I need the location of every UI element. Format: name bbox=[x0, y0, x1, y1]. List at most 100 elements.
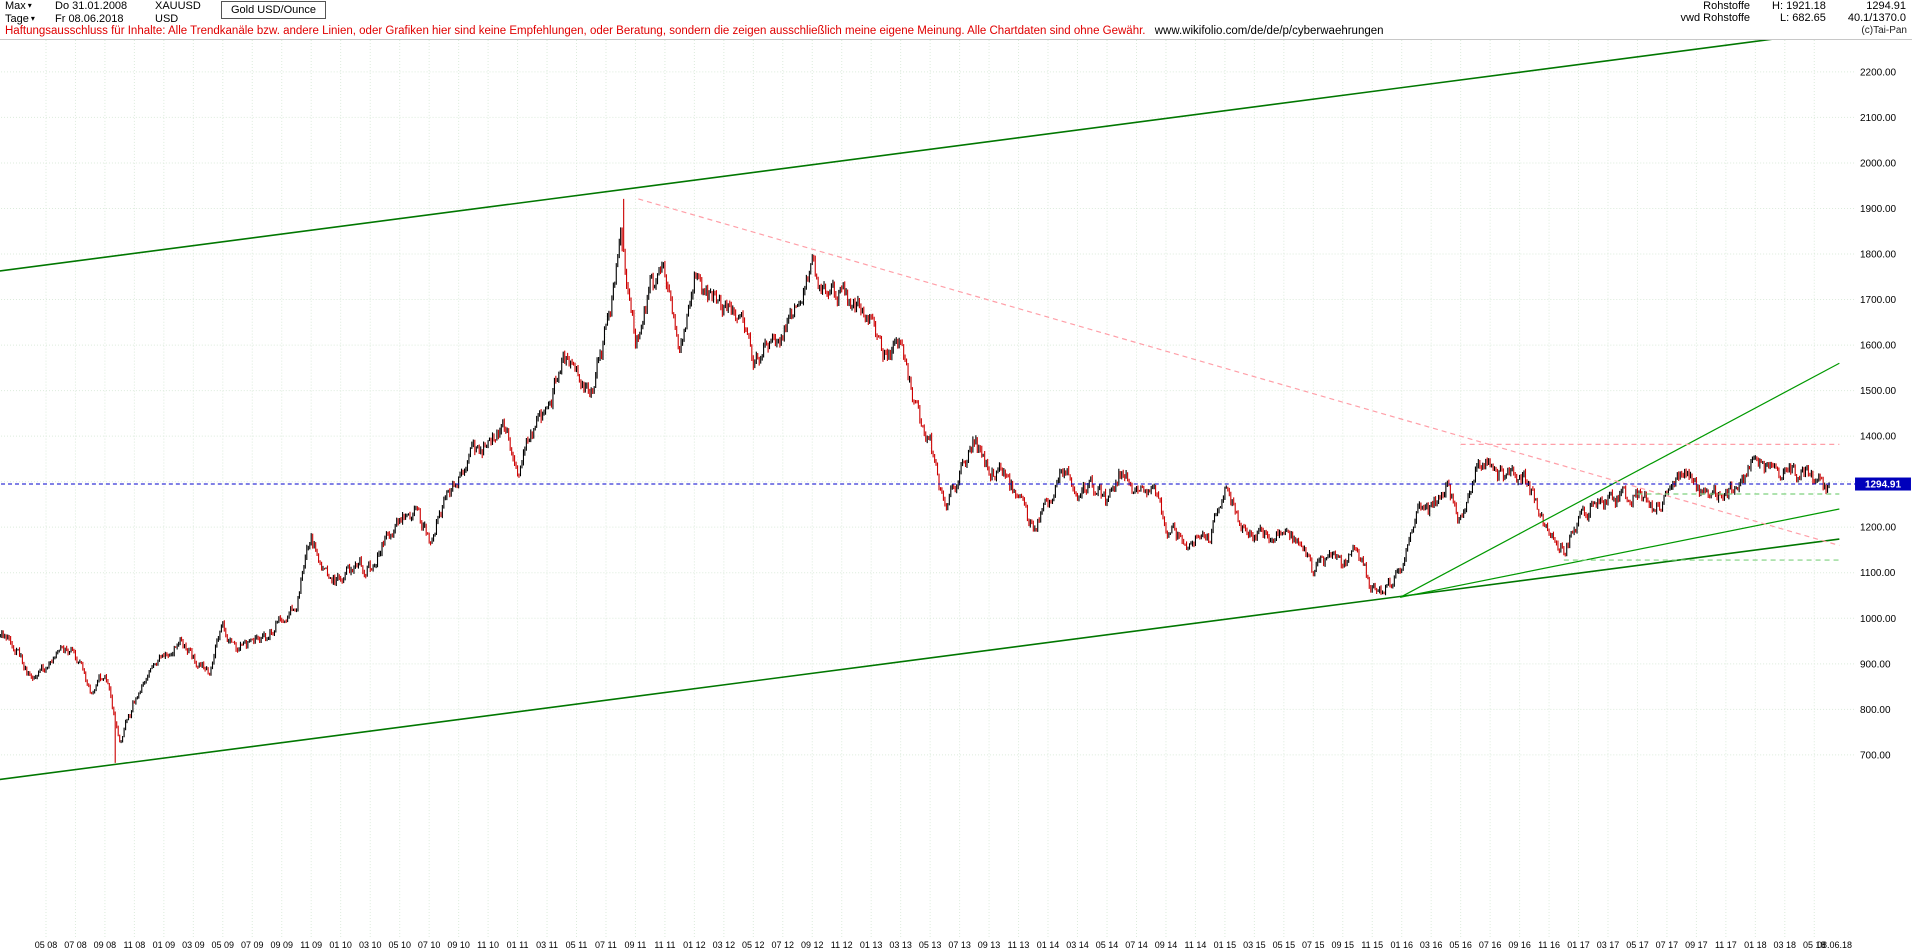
end-date-field[interactable]: Fr 08.06.2018 bbox=[55, 13, 124, 25]
range-and-date-controls: Max ▾ Do 31.01.2008 XAUUSD Tage ▾ Fr 08.06… bbox=[5, 1, 211, 25]
low-value: L: 682.65 bbox=[1780, 12, 1826, 24]
x-axis-label: 01 11 bbox=[507, 940, 529, 950]
y-axis-label: 2100.00 bbox=[1860, 113, 1896, 124]
y-axis-label: 1200.00 bbox=[1860, 523, 1896, 534]
x-axis-label: 05 18 bbox=[1803, 940, 1825, 950]
x-axis-label: 07 11 bbox=[595, 940, 617, 950]
y-axis-label: 1100.00 bbox=[1860, 568, 1896, 579]
last-price-label-box bbox=[1855, 477, 1911, 491]
range-dropdown[interactable]: Max ▾ bbox=[5, 1, 45, 12]
source-label: vwd Rohstoffe bbox=[1680, 12, 1751, 24]
category-label: Rohstoffe bbox=[1703, 0, 1751, 12]
y-axis-labels: 2200.00 2100.00 2000.00 1900.00 1800.00 1700.… bbox=[1860, 67, 1896, 761]
x-axis-label: 07 15 bbox=[1302, 940, 1324, 950]
vertical-gridlines bbox=[45, 39, 1815, 938]
instrument-title: Gold USD/Ounce bbox=[221, 1, 326, 19]
horizontal-gridlines bbox=[1, 71, 1856, 756]
x-axis-label: 03 18 bbox=[1774, 940, 1796, 950]
x-axis-label: 05 09 bbox=[212, 940, 234, 950]
x-axis-label: 07 17 bbox=[1656, 940, 1678, 950]
range-value: 40.1/1370.0 bbox=[1847, 12, 1906, 24]
x-axis-label: 05 17 bbox=[1626, 940, 1648, 950]
x-axis-label: 11 16 bbox=[1538, 940, 1560, 950]
x-axis-label: 03 09 bbox=[182, 940, 204, 950]
x-axis-label: 09 17 bbox=[1685, 940, 1707, 950]
x-axis-label: 09 08 bbox=[94, 940, 116, 950]
x-axis-label: 11 15 bbox=[1361, 940, 1383, 950]
last-value: 1294.91 bbox=[1866, 0, 1906, 12]
x-axis-label: 05 15 bbox=[1273, 940, 1295, 950]
price-chart[interactable]: 05 08 07 08 09 08 11 08 01 09 03 09 05 09 07 09… bbox=[0, 39, 1912, 952]
x-axis-label: 07 13 bbox=[948, 940, 970, 950]
x-axis-label: 09 16 bbox=[1508, 940, 1530, 950]
x-axis-label: 01 12 bbox=[683, 940, 705, 950]
candles-down bbox=[2, 198, 1827, 763]
x-axis-label: 09 14 bbox=[1155, 940, 1177, 950]
x-axis-label: 03 12 bbox=[713, 940, 735, 950]
y-axis-label: 700.00 bbox=[1860, 750, 1891, 761]
chevron-down-icon: ▾ bbox=[27, 1, 32, 10]
x-axis-label: 11 13 bbox=[1008, 940, 1030, 950]
downtrend-from-peak-dashed bbox=[638, 198, 1840, 547]
x-axis-label: 11 11 bbox=[654, 940, 675, 950]
x-axis-label: 11 09 bbox=[300, 940, 322, 950]
x-axis-label: 03 17 bbox=[1597, 940, 1619, 950]
x-axis-labels: 05 08 07 08 09 08 11 08 01 09 03 09 05 09 07 09… bbox=[35, 940, 1852, 950]
currency-code: USD bbox=[155, 13, 179, 25]
x-axis-label: 05 14 bbox=[1096, 940, 1118, 950]
x-axis-label: 05 11 bbox=[566, 940, 588, 950]
start-date-field[interactable]: Do 31.01.2008 bbox=[55, 0, 128, 12]
x-axis-label: 01 15 bbox=[1214, 940, 1236, 950]
x-axis-label: 09 10 bbox=[447, 940, 469, 950]
y-axis-label: 2200.00 bbox=[1860, 67, 1896, 78]
last-price-label: 1294.91 bbox=[1865, 480, 1901, 491]
disclaimer: Haftungsausschluss für Inhalte: Alle Tre… bbox=[5, 25, 1384, 37]
x-axis-label: 01 10 bbox=[329, 940, 351, 950]
price-candles bbox=[0, 198, 1830, 763]
lower-trend-channel-line bbox=[0, 538, 1840, 781]
x-axis-label: 03 15 bbox=[1243, 940, 1265, 950]
x-axis-label: 09 12 bbox=[801, 940, 823, 950]
x-axis-label: 11 14 bbox=[1185, 940, 1207, 950]
x-axis-label: 05 13 bbox=[919, 940, 941, 950]
y-axis-label: 1400.00 bbox=[1860, 432, 1896, 443]
x-axis-label: 11 12 bbox=[831, 940, 853, 950]
x-axis-label: 01 09 bbox=[153, 940, 175, 950]
quote-info-panel: Rohstoffe H: 1921.18 1294.91 vwd Rohstof… bbox=[1680, 0, 1908, 24]
x-axis-label: 07 14 bbox=[1125, 940, 1147, 950]
trendline-annotations bbox=[0, 39, 1840, 781]
x-axis-label: 07 16 bbox=[1479, 940, 1501, 950]
disclaimer-text: Haftungsausschluss für Inhalte: Alle Tre… bbox=[5, 24, 1146, 37]
disclaimer-bar: Haftungsausschluss für Inhalte: Alle Tre… bbox=[0, 23, 1912, 40]
support-fan-line-steep bbox=[1399, 362, 1840, 598]
y-axis-label: 1800.00 bbox=[1860, 249, 1896, 260]
upper-trend-channel-line bbox=[0, 39, 1773, 272]
y-axis-label: 1500.00 bbox=[1860, 386, 1896, 397]
x-axis-label: 09 13 bbox=[978, 940, 1000, 950]
x-axis-label: 05 08 bbox=[35, 940, 57, 950]
symbol-code: XAUUSD bbox=[155, 0, 201, 12]
x-axis-label: 11 08 bbox=[123, 940, 145, 950]
timeframe-dropdown[interactable]: Tage ▾ bbox=[5, 14, 45, 25]
x-axis-last-date: 08.06.18 bbox=[1817, 940, 1852, 950]
x-axis-label: 01 18 bbox=[1744, 940, 1766, 950]
support-fan-line-flat bbox=[1400, 508, 1840, 598]
x-axis-label: 03 16 bbox=[1420, 940, 1442, 950]
x-axis-label: 11 17 bbox=[1715, 940, 1737, 950]
x-axis-label: 07 08 bbox=[64, 940, 86, 950]
x-axis-label: 01 13 bbox=[860, 940, 882, 950]
y-axis-label: 1600.00 bbox=[1860, 341, 1896, 352]
x-axis-label: 09 11 bbox=[625, 940, 647, 950]
x-axis-label: 09 15 bbox=[1332, 940, 1354, 950]
disclaimer-link: www.wikifolio.com/de/de/p/cyberwaehrunge… bbox=[1154, 24, 1384, 37]
chevron-down-icon: ▾ bbox=[30, 14, 35, 23]
x-axis-label: 03 11 bbox=[536, 940, 558, 950]
y-axis-label: 1700.00 bbox=[1860, 295, 1896, 306]
x-axis-label: 11 10 bbox=[477, 940, 499, 950]
chart-toolbar: Max ▾ Do 31.01.2008 XAUUSD Tage ▾ Fr 08.06… bbox=[0, 0, 1912, 25]
x-axis-label: 03 13 bbox=[889, 940, 911, 950]
toolbar-left: Max ▾ Do 31.01.2008 XAUUSD Tage ▾ Fr 08.06… bbox=[5, 1, 326, 25]
x-axis-label: 05 12 bbox=[742, 940, 764, 950]
x-axis-label: 05 10 bbox=[388, 940, 410, 950]
